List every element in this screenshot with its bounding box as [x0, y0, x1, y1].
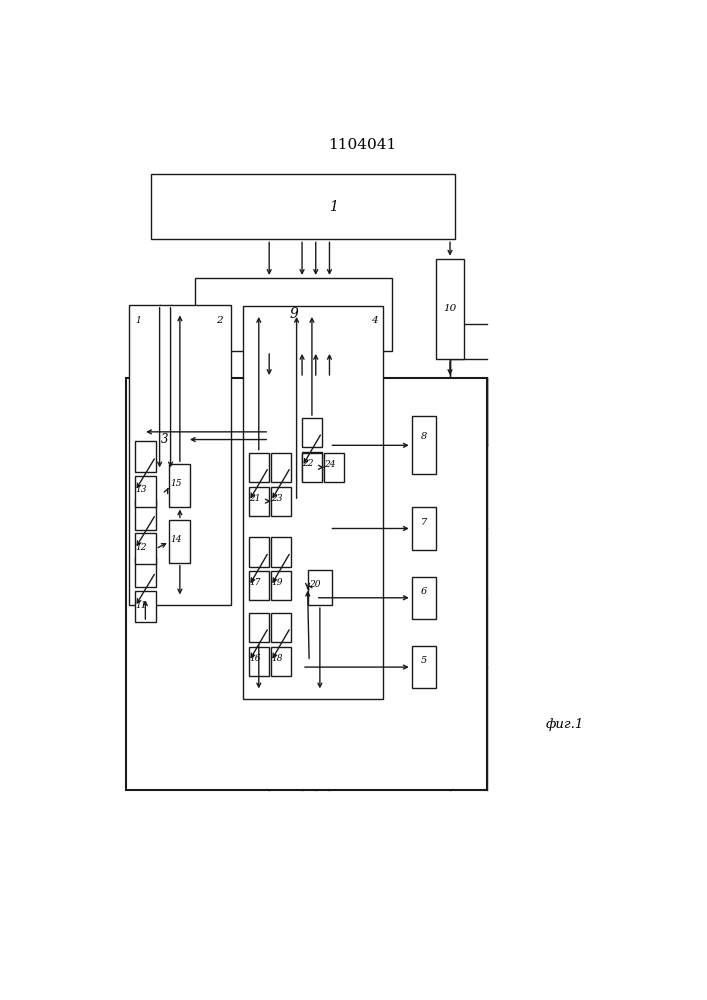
Bar — [271, 613, 291, 642]
Bar — [249, 453, 269, 482]
Text: 4: 4 — [371, 316, 378, 325]
Text: 8: 8 — [421, 432, 427, 441]
Text: 3: 3 — [161, 433, 169, 446]
Bar — [129, 305, 231, 605]
Bar — [144, 409, 187, 470]
Text: 11: 11 — [136, 601, 147, 610]
Text: 9: 9 — [289, 307, 298, 321]
Bar — [411, 507, 436, 550]
Text: 21: 21 — [249, 494, 261, 503]
Text: 23: 23 — [271, 494, 283, 503]
Text: 10: 10 — [443, 304, 457, 313]
Bar — [308, 570, 332, 605]
Text: 7: 7 — [421, 518, 427, 527]
Bar — [170, 464, 190, 507]
Text: 1: 1 — [329, 200, 338, 214]
Bar — [243, 306, 383, 699]
Bar — [135, 557, 156, 587]
Bar — [411, 577, 436, 619]
Bar — [135, 441, 156, 472]
Bar — [302, 418, 322, 447]
Text: 12: 12 — [136, 543, 147, 552]
Bar — [436, 259, 464, 359]
Text: 22: 22 — [302, 459, 314, 468]
Text: 20: 20 — [309, 580, 321, 589]
Text: 14: 14 — [170, 535, 182, 544]
Bar — [411, 646, 436, 688]
Text: 13: 13 — [136, 485, 147, 494]
Bar — [249, 613, 269, 642]
Bar — [126, 378, 487, 790]
Bar — [249, 647, 269, 676]
Text: 18: 18 — [271, 654, 283, 663]
Bar — [135, 476, 156, 507]
Bar — [249, 537, 269, 567]
Bar — [135, 499, 156, 530]
Bar — [302, 453, 322, 482]
Text: 1: 1 — [135, 316, 141, 325]
Text: 16: 16 — [249, 654, 261, 663]
Bar — [411, 416, 436, 474]
Text: фиг.1: фиг.1 — [546, 718, 584, 731]
Bar — [135, 591, 156, 622]
Bar — [324, 453, 344, 482]
Text: 1104041: 1104041 — [328, 138, 397, 152]
Text: 19: 19 — [271, 578, 283, 587]
Bar — [195, 278, 392, 351]
Bar — [151, 174, 455, 239]
Bar — [271, 571, 291, 600]
Bar — [249, 487, 269, 516]
Text: 15: 15 — [170, 479, 182, 488]
Bar — [249, 571, 269, 600]
Text: 6: 6 — [421, 587, 427, 596]
Bar — [271, 537, 291, 567]
Bar — [170, 520, 190, 563]
Bar — [271, 647, 291, 676]
Bar — [271, 453, 291, 482]
Text: 2: 2 — [216, 316, 223, 325]
Text: 24: 24 — [324, 460, 336, 469]
Text: 17: 17 — [249, 578, 261, 587]
Bar — [271, 487, 291, 516]
Text: 5: 5 — [421, 656, 427, 665]
Bar — [135, 533, 156, 564]
Bar — [302, 452, 322, 481]
